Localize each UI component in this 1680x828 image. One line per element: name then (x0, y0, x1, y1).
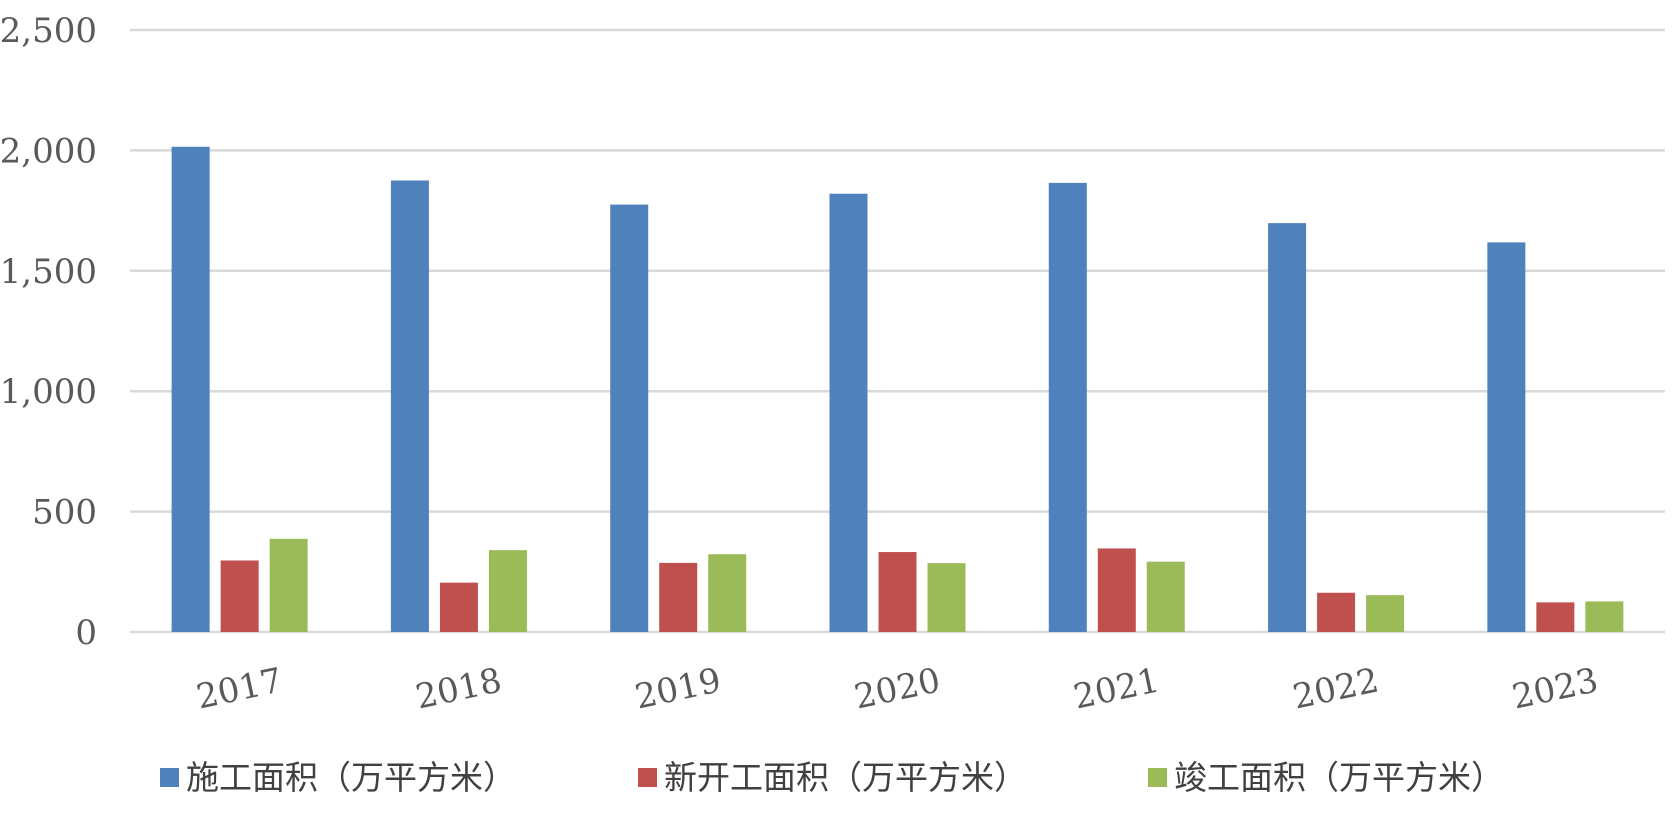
bar-2021-series-1 (1097, 548, 1136, 632)
bar-2019-series-2 (708, 554, 747, 632)
x-tick-label: 2023 (1509, 660, 1602, 717)
legend: 施工面积（万平方米） 新开工面积（万平方米） 竣工面积（万平方米） (160, 758, 1504, 797)
bar-2023-series-1 (1536, 602, 1575, 632)
bar-2020-series-2 (927, 563, 966, 632)
bars (171, 146, 1624, 633)
bar-2018-series-2 (488, 550, 527, 632)
bar-2022-series-1 (1317, 592, 1356, 632)
x-tick-label: 2021 (1070, 660, 1163, 717)
y-tick-label: 0 (75, 613, 97, 653)
bar-2022-series-0 (1268, 223, 1307, 633)
gridlines (130, 28, 1665, 634)
legend-swatch-2 (1148, 768, 1167, 787)
legend-label-1: 新开工面积（万平方米） (664, 758, 1027, 797)
bar-2019-series-0 (610, 204, 649, 632)
x-tick-label: 2018 (412, 660, 505, 717)
legend-swatch-1 (638, 768, 657, 787)
y-tick-label: 1,500 (0, 252, 97, 292)
legend-swatch-0 (160, 768, 179, 787)
bar-2019-series-1 (659, 562, 698, 632)
bar-2018-series-0 (390, 180, 429, 632)
legend-label-0: 施工面积（万平方米） (186, 758, 516, 797)
y-tick-label: 1,000 (0, 372, 97, 412)
x-tick-label: 2017 (193, 660, 286, 717)
bar-2017-series-2 (269, 538, 308, 632)
bar-2018-series-1 (439, 582, 478, 632)
bar-2021-series-2 (1146, 561, 1185, 632)
bar-2021-series-0 (1048, 182, 1087, 632)
bar-2023-series-0 (1487, 242, 1526, 632)
y-tick-label: 500 (32, 493, 97, 533)
y-tick-label: 2,500 (0, 11, 97, 51)
bar-2020-series-1 (878, 552, 917, 632)
x-tick-label: 2020 (851, 660, 944, 717)
bar-2023-series-2 (1585, 601, 1624, 632)
x-tick-label: 2019 (632, 660, 725, 717)
y-tick-label: 2,000 (0, 131, 97, 171)
bar-2022-series-2 (1366, 595, 1405, 632)
x-tick-label: 2022 (1289, 660, 1382, 717)
x-axis: 2017 2018 2019 2020 2021 2022 2023 (193, 660, 1602, 717)
bar-2017-series-0 (171, 146, 210, 632)
bar-2017-series-1 (220, 560, 259, 632)
y-axis: 0 500 1,000 1,500 2,000 2,500 (0, 11, 97, 653)
legend-label-2: 竣工面积（万平方米） (1174, 758, 1504, 797)
bar-2020-series-0 (829, 193, 868, 632)
